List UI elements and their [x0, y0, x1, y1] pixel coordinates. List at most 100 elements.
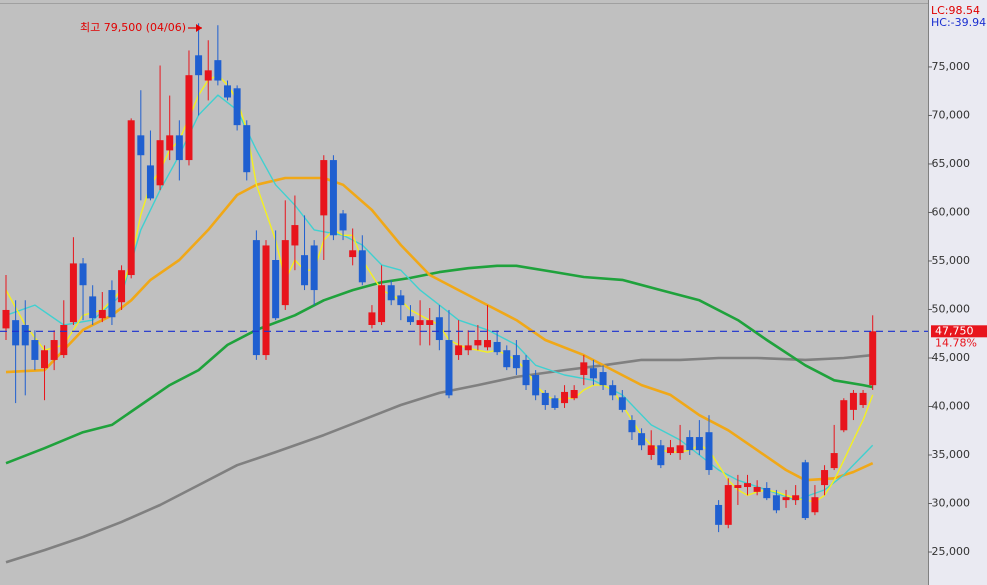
candle-body: [21, 325, 29, 346]
candle-body: [397, 295, 405, 306]
candle-body: [320, 160, 328, 216]
high-annotation: 최고 79,500 (04/06): [80, 21, 186, 34]
candle-body: [195, 55, 203, 76]
y-tick-label: 60,000: [932, 205, 971, 218]
candle-body: [41, 350, 49, 369]
candle-body: [445, 340, 453, 396]
candle-body: [782, 497, 790, 501]
y-tick-label: 65,000: [932, 157, 971, 170]
candle-body: [609, 385, 617, 396]
candle-body: [435, 317, 443, 341]
candle-body: [281, 240, 289, 306]
moving-average-line: [5, 74, 874, 503]
candle-body: [744, 483, 752, 488]
candle-body: [349, 250, 357, 258]
candle-body: [580, 362, 588, 375]
candle-body: [310, 245, 318, 291]
y-tick-label: 35,000: [932, 448, 971, 461]
candle-body: [705, 432, 713, 471]
candle-body: [214, 60, 222, 81]
candle-body: [464, 345, 472, 351]
candle-body: [185, 75, 193, 161]
candle-body: [541, 392, 549, 406]
candle-body: [137, 135, 145, 156]
candle-body: [647, 445, 655, 455]
y-axis: 25,000 30,000 35,000 40,000 45,000 50,000 55,0…: [928, 60, 970, 558]
candle-body: [522, 359, 530, 386]
candle-body: [638, 433, 646, 446]
candle-body: [118, 270, 126, 303]
axis-panel: [928, 0, 987, 585]
candle-body: [840, 400, 848, 431]
y-tick-label: 75,000: [932, 60, 971, 73]
candle-body: [175, 135, 183, 161]
candle-body: [146, 165, 154, 199]
candle-body: [686, 437, 694, 451]
candle-body: [69, 263, 77, 323]
moving-average-line: [5, 264, 873, 465]
candle-body: [262, 245, 270, 356]
candle-body: [2, 309, 10, 329]
candle-body: [657, 445, 665, 466]
candle-body: [89, 296, 97, 319]
y-tick-label: 50,000: [932, 302, 971, 315]
candle-body: [272, 260, 280, 319]
candle-body: [715, 504, 723, 525]
candle-body: [599, 372, 607, 386]
candle-body: [830, 453, 838, 469]
moving-average-line: [5, 353, 873, 564]
y-tick-label: 40,000: [932, 399, 971, 412]
candle-body: [589, 368, 597, 379]
candle-body: [243, 125, 251, 173]
candle-body: [329, 160, 337, 236]
candle-body: [358, 250, 366, 283]
candle-body: [31, 340, 39, 360]
y-tick-label: 55,000: [932, 254, 971, 267]
annotation-arrowhead: [196, 24, 202, 32]
candle-body: [753, 487, 761, 492]
candle-body: [108, 290, 116, 318]
candle-body: [50, 340, 58, 360]
candle-body: [98, 309, 106, 319]
change-label: 14.78%: [935, 336, 977, 349]
candle-body: [695, 437, 703, 451]
candle-body: [859, 392, 867, 406]
candle-body: [811, 497, 819, 513]
candle-body: [869, 331, 877, 386]
candle-body: [512, 355, 520, 369]
candle-body: [156, 140, 164, 186]
candle-body: [551, 398, 559, 408]
candle-body: [252, 240, 260, 356]
y-tick-label: 70,000: [932, 108, 971, 121]
candle-body: [406, 316, 414, 323]
candles: [2, 23, 877, 533]
candle-body: [676, 445, 684, 454]
candle-body: [291, 225, 299, 246]
candle-body: [801, 462, 809, 519]
candle-body: [223, 85, 231, 98]
candle-body: [378, 285, 386, 323]
candle-body: [724, 485, 732, 525]
candle-body: [503, 350, 511, 368]
candle-body: [792, 495, 800, 501]
candle-body: [849, 392, 857, 410]
candle-body: [484, 340, 491, 348]
candle-body: [493, 341, 501, 353]
candle-body: [301, 255, 309, 286]
candle-body: [455, 345, 463, 356]
candle-body: [204, 70, 212, 81]
candle-body: [628, 420, 636, 433]
candle-body: [368, 312, 376, 325]
candle-body: [127, 120, 135, 276]
candle-body: [561, 391, 569, 404]
hc-label: HC:-39.94: [931, 16, 986, 29]
candle-body: [60, 325, 68, 356]
current-price-box: [931, 325, 987, 338]
candle-body: [666, 447, 674, 454]
lc-label: LC:98.54: [931, 4, 980, 17]
candle-body: [426, 320, 434, 325]
candle-body: [532, 374, 540, 396]
candle-body: [79, 263, 87, 286]
candle-body: [474, 340, 482, 346]
